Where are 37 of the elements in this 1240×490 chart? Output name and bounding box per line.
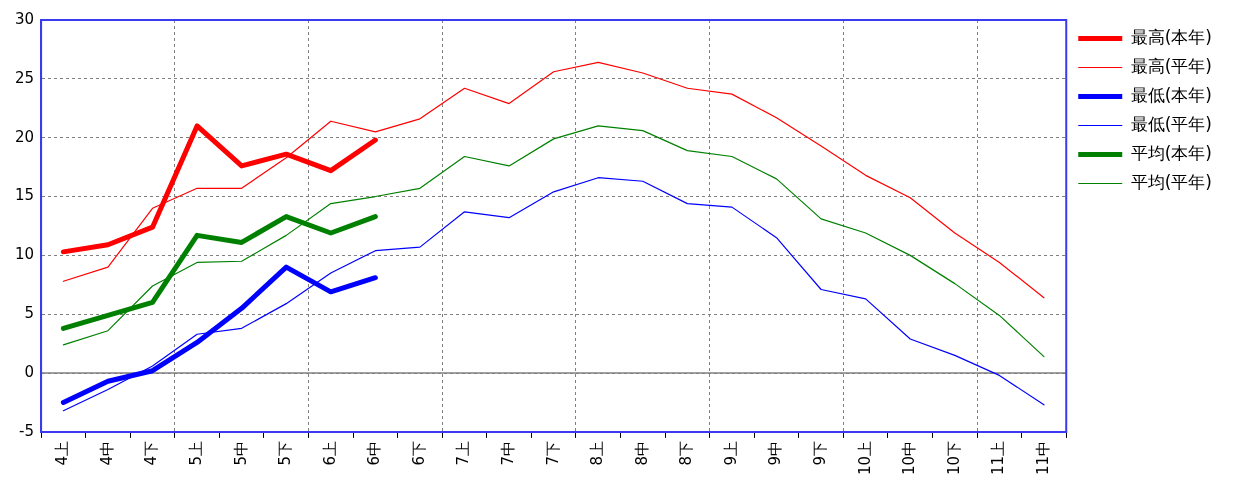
x-tick-label: 7上 bbox=[454, 440, 473, 466]
y-tick-label: 25 bbox=[14, 68, 35, 87]
x-tick-label: 6中 bbox=[365, 440, 384, 466]
x-tick-label: 5中 bbox=[231, 440, 250, 466]
x-tick-label: 9中 bbox=[766, 440, 785, 466]
x-tick-label: 7中 bbox=[498, 440, 517, 466]
x-tick-label: 10上 bbox=[855, 440, 874, 476]
x-tick-label: 10中 bbox=[900, 440, 919, 476]
y-tick-label: 0 bbox=[24, 362, 35, 381]
x-tick-label: 9上 bbox=[721, 440, 740, 466]
y-tick-label: 15 bbox=[14, 186, 35, 205]
x-tick-label: 7下 bbox=[543, 440, 562, 466]
x-tick-label: 6下 bbox=[409, 440, 428, 466]
x-tick-label: 8上 bbox=[588, 440, 607, 466]
x-tick-label: 4上 bbox=[53, 440, 72, 466]
x-tick-label: 5上 bbox=[186, 440, 205, 466]
legend-label: 平均(本年) bbox=[1130, 142, 1212, 163]
y-tick-label: 30 bbox=[14, 9, 35, 28]
legend-label: 平均(平年) bbox=[1130, 171, 1212, 192]
legend-label: 最高(本年) bbox=[1130, 26, 1212, 47]
x-tick-label: 6上 bbox=[320, 440, 339, 466]
legend-label: 最高(平年) bbox=[1130, 55, 1212, 76]
legend-label: 最低(平年) bbox=[1130, 113, 1212, 134]
x-tick-label: 5下 bbox=[276, 440, 295, 466]
x-tick-label: 4下 bbox=[142, 440, 161, 466]
y-tick-label: 5 bbox=[24, 304, 35, 323]
x-tick-label: 4中 bbox=[97, 440, 116, 466]
y-tick-label: 20 bbox=[14, 127, 35, 146]
legend-label: 最低(本年) bbox=[1130, 84, 1212, 105]
x-tick-label: 11上 bbox=[989, 440, 1008, 476]
x-tick-label: 9下 bbox=[810, 440, 829, 466]
x-tick-label: 11中 bbox=[1033, 440, 1052, 476]
y-tick-label: 10 bbox=[14, 245, 35, 264]
x-tick-label: 8中 bbox=[632, 440, 651, 466]
x-tick-label: 8下 bbox=[677, 440, 696, 466]
y-tick-label: -5 bbox=[19, 421, 35, 440]
x-tick-label: 10下 bbox=[944, 440, 963, 476]
